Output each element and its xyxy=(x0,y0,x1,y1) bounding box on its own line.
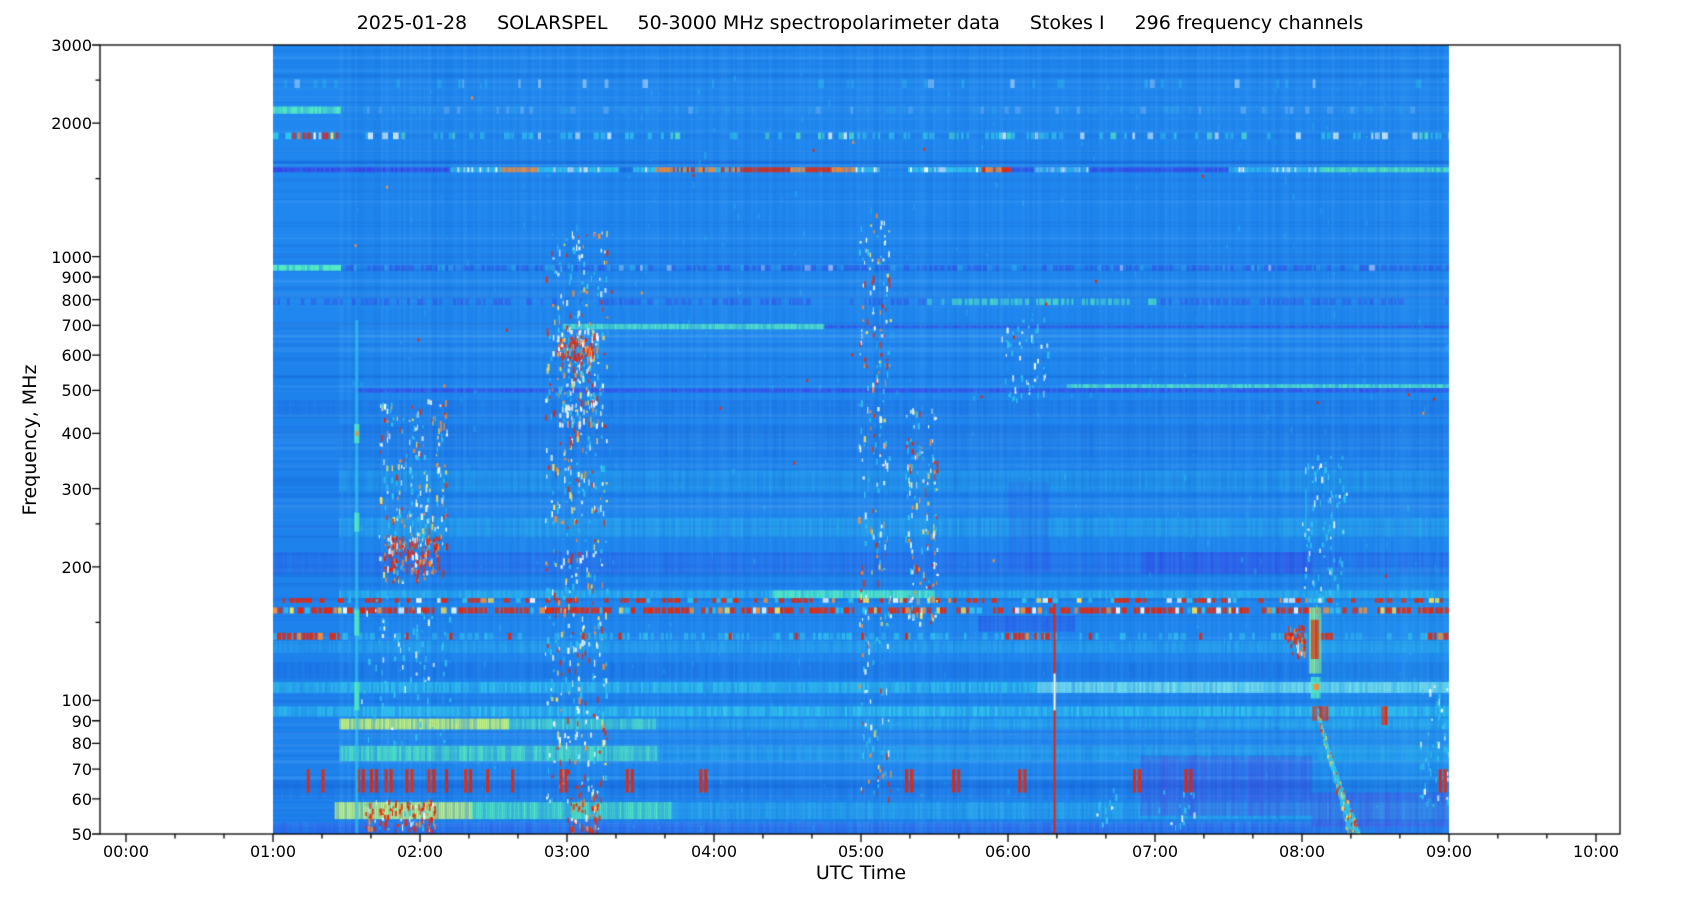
x-tick-label: 00:00 xyxy=(102,842,150,861)
title-description: 50-3000 MHz spectropolarimeter data xyxy=(637,12,1000,34)
y-tick-label: 50 xyxy=(71,825,92,844)
y-tick-label: 3000 xyxy=(51,36,92,55)
y-tick-label: 500 xyxy=(61,381,92,401)
x-tick-label: 06:00 xyxy=(984,842,1032,861)
x-tick-label: 04:00 xyxy=(690,842,738,861)
y-tick-label: 100 xyxy=(61,691,92,711)
y-tick-label: 90 xyxy=(71,711,92,731)
title-instrument: SOLARSPEL xyxy=(497,12,608,34)
y-tick-label: 2000 xyxy=(51,114,92,134)
y-tick-label: 600 xyxy=(61,346,92,366)
y-tick-label: 400 xyxy=(61,424,92,444)
y-tick-label: 80 xyxy=(71,734,92,754)
x-tick-label: 02:00 xyxy=(396,842,444,861)
title-stokes: Stokes I xyxy=(1029,12,1105,34)
x-tick-label: 09:00 xyxy=(1425,842,1473,861)
y-tick-label: 900 xyxy=(61,268,92,287)
x-tick-label: 10:00 xyxy=(1572,842,1620,861)
title-date: 2025-01-28 xyxy=(356,12,468,34)
x-tick-label: 07:00 xyxy=(1131,842,1179,861)
y-tick-label: 1000 xyxy=(51,247,92,267)
x-tick-label: 05:00 xyxy=(837,842,885,861)
chart-title: 2025-01-28 SOLARSPEL 50-3000 MHz spectro… xyxy=(100,12,1620,34)
x-tick-label: 01:00 xyxy=(249,842,297,861)
y-tick-label: 60 xyxy=(71,789,92,809)
x-tick-label: 03:00 xyxy=(543,842,591,861)
y-tick-label: 800 xyxy=(61,290,92,310)
x-tick-label: 08:00 xyxy=(1278,842,1326,861)
y-tick-label: 200 xyxy=(61,557,92,577)
y-tick-label: 300 xyxy=(61,479,92,499)
y-tick-label: 700 xyxy=(61,316,92,336)
y-tick-label: 70 xyxy=(71,760,92,780)
x-axis-label: UTC Time xyxy=(815,862,907,884)
title-channels: 296 frequency channels xyxy=(1134,12,1364,34)
